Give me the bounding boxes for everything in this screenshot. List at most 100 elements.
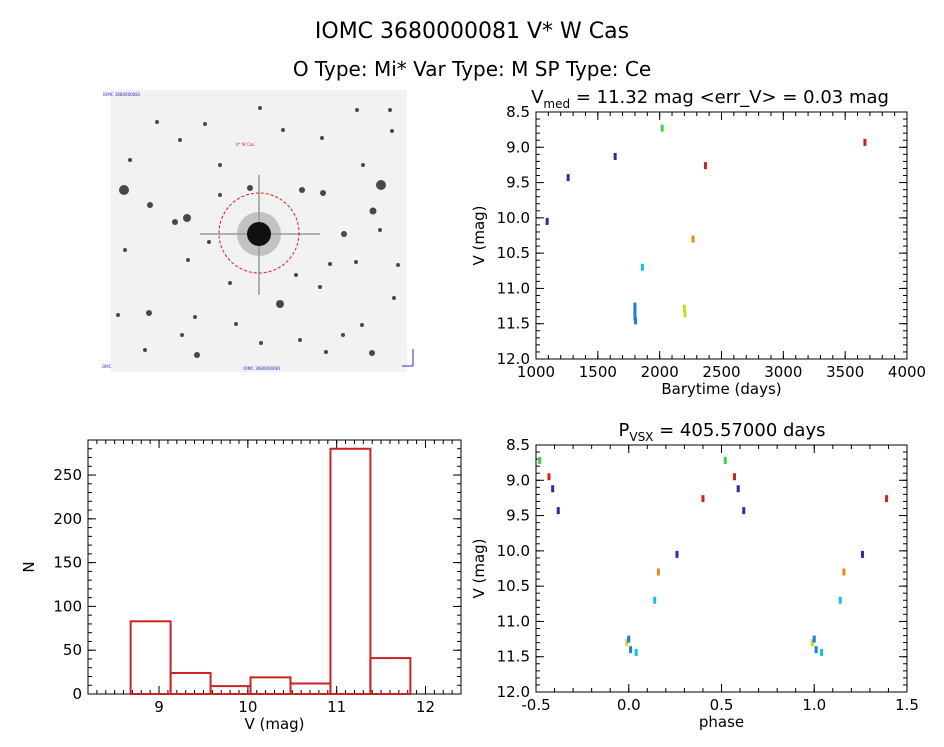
background-star (172, 219, 178, 225)
phase-data-point (814, 646, 818, 654)
phase-data-point (656, 568, 660, 576)
background-star (361, 163, 365, 167)
histogram-x-tick-label: 12 (416, 698, 435, 716)
background-star (376, 180, 386, 190)
background-star (341, 231, 347, 237)
background-star (276, 300, 284, 308)
figure-subtitle: O Type: Mi* Var Type: M SP Type: Ce (293, 57, 651, 81)
background-star (369, 350, 375, 356)
background-star (369, 207, 377, 215)
histogram-y-tick-label: 250 (53, 466, 82, 484)
lightcurve-data-point (633, 313, 637, 321)
phase-y-tick-label: 11.0 (497, 612, 530, 630)
phase-data-point (701, 495, 705, 503)
background-star (155, 120, 159, 124)
lightcurve-data-point (682, 304, 686, 312)
lightcurve-y-tick-label: 10.0 (497, 209, 530, 227)
background-star (128, 158, 132, 162)
lightcurve-x-tick-label: 1500 (579, 363, 617, 381)
phase-data-point (547, 473, 551, 481)
phase-data-point (556, 507, 560, 515)
histogram-y-tick-label: 0 (72, 685, 82, 703)
background-star (183, 214, 191, 222)
image-corner-label-top-left: IOMC 3680000081 (103, 92, 141, 97)
phase-y-tick-label: 12.0 (497, 683, 530, 701)
lightcurve-data-point (703, 162, 707, 170)
background-star (218, 193, 222, 197)
background-star (116, 313, 120, 317)
histogram-x-tick-label: 11 (327, 698, 346, 716)
phase-data-point (742, 507, 746, 515)
histogram-plot-frame (87, 439, 462, 695)
phase-chart: -0.5 0.0 0.5 1.0 1.5 8.5 9.0 9.5 10.0 10.5 11.0 11.… (470, 420, 919, 731)
phase-data-point (838, 596, 842, 604)
phase-data-point (860, 550, 864, 558)
phase-data-point (675, 550, 679, 558)
background-star (146, 310, 152, 316)
star-field (116, 106, 400, 358)
lightcurve-data-point (633, 302, 637, 310)
background-star (320, 136, 324, 140)
phase-data-point (732, 473, 736, 481)
phase-data-point (723, 457, 727, 465)
target-label: V* W Cas (236, 142, 255, 147)
background-star (396, 263, 400, 267)
lightcurve-y-tick-label: 12.0 (497, 350, 530, 368)
background-star (299, 187, 305, 193)
lightcurve-x-tick-label: 3000 (764, 363, 802, 381)
background-star (360, 323, 364, 327)
phase-data-point (810, 639, 814, 647)
lightcurve-x-tick-label: 4000 (888, 363, 926, 381)
lightcurve-data-point (613, 152, 617, 160)
lightcurve-y-tick-label: 11.5 (497, 315, 530, 333)
target-aperture-circle (218, 192, 300, 274)
background-star (390, 129, 394, 133)
background-star (328, 262, 332, 266)
phase-y-tick-label: 10.5 (497, 577, 530, 595)
background-star (318, 285, 322, 289)
lightcurve-x-tick-label: 1000 (517, 363, 555, 381)
histogram-chart: 9 10 11 12 0 50 100 150 200 250 V (mag) N (20, 439, 462, 733)
background-star (378, 228, 382, 232)
histogram-y-axis-label: N (20, 561, 38, 572)
lightcurve-data-point (633, 307, 637, 315)
histogram-y-tick-label: 100 (53, 597, 82, 615)
lightcurve-y-tick-label: 9.5 (506, 174, 530, 192)
background-star (123, 248, 127, 252)
phase-y-tick-label: 9.5 (506, 507, 530, 525)
histogram-y-tick-label: 50 (63, 641, 82, 659)
phase-x-tick-label: 1.5 (895, 696, 919, 714)
background-star (341, 333, 345, 337)
background-star (324, 350, 328, 354)
phase-x-tick-label: -0.5 (521, 696, 550, 714)
phase-plot-frame (535, 444, 908, 693)
phase-y-axis-label: V (mag) (470, 538, 488, 598)
lightcurve-data-point (634, 317, 638, 325)
histogram-x-axis-label: V (mag) (244, 715, 304, 733)
background-star (228, 281, 232, 285)
target-star (200, 175, 320, 295)
target-star-core (247, 222, 271, 246)
lightcurve-data-point (863, 138, 867, 146)
background-star (298, 338, 302, 342)
background-star (147, 202, 153, 208)
histogram-bar (369, 657, 412, 696)
background-star (354, 260, 358, 264)
phase-data-point (653, 596, 657, 604)
lightcurve-data-point (545, 217, 549, 225)
phase-data-point (629, 646, 633, 654)
image-corner-label-bottom-left: OMC (102, 364, 112, 369)
phase-x-axis-label: phase (699, 713, 744, 731)
histogram-y-tick-label: 200 (53, 510, 82, 528)
lightcurve-x-axis-label: Barytime (days) (661, 380, 781, 398)
background-star (388, 108, 392, 112)
phase-data-point (634, 648, 638, 656)
histogram-x-tick-label: 10 (238, 698, 257, 716)
lightcurve-data-point (683, 310, 687, 318)
phase-data-point (820, 648, 824, 656)
phase-y-tick-label: 9.0 (506, 471, 530, 489)
lightcurve-data-point (691, 235, 695, 243)
phase-x-tick-label: 1.0 (802, 696, 826, 714)
background-star (258, 106, 262, 110)
